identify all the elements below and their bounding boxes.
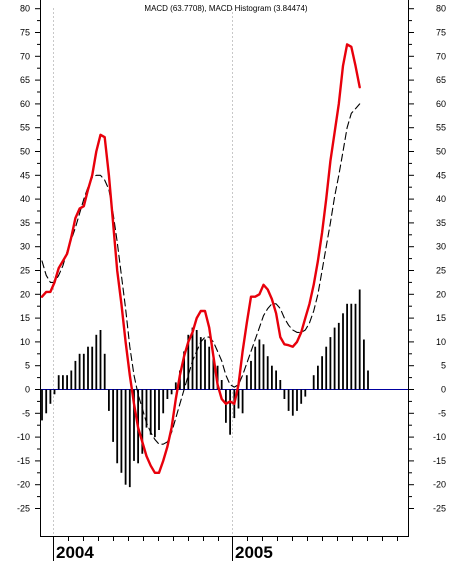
y-tick-label-left: 75: [20, 28, 30, 38]
y-tick-label-left: 15: [20, 313, 30, 323]
y-tick-label-right: 35: [436, 218, 446, 228]
macd-line: [40, 43, 361, 474]
y-tick-label-right: 30: [436, 242, 446, 252]
histogram-bars: [41, 289, 369, 488]
y-axis-left: 80757065605550454035302520151050-5-10-15…: [17, 4, 40, 514]
y-tick-label-right: 10: [436, 337, 446, 347]
y-tick-label-left: 70: [20, 51, 30, 61]
y-tick-label-right: 60: [436, 99, 446, 109]
y-tick-label-right: 55: [436, 123, 446, 133]
y-tick-label-right: 80: [436, 4, 446, 14]
y-tick-label-left: 65: [20, 75, 30, 85]
y-tick-label-left: 50: [20, 147, 30, 157]
y-tick-label-right: 50: [436, 147, 446, 157]
y-tick-label-left: 80: [20, 4, 30, 14]
y-tick-label-left: 30: [20, 242, 30, 252]
y-tick-label-left: -5: [22, 408, 30, 418]
y-tick-label-right: 15: [436, 313, 446, 323]
y-tick-label-left: -25: [17, 504, 30, 514]
y-tick-label-left: 55: [20, 123, 30, 133]
y-tick-label-right: -10: [433, 432, 446, 442]
y-tick-label-right: 70: [436, 51, 446, 61]
y-tick-label-left: -15: [17, 456, 30, 466]
y-tick-label-left: 35: [20, 218, 30, 228]
y-tick-label-left: 40: [20, 194, 30, 204]
y-tick-label-right: 20: [436, 289, 446, 299]
y-tick-label-right: 75: [436, 28, 446, 38]
y-tick-label-right: 40: [436, 194, 446, 204]
y-tick-label-left: 45: [20, 170, 30, 180]
y-tick-label-right: -5: [438, 408, 446, 418]
y-tick-label-left: 10: [20, 337, 30, 347]
y-tick-label-left: 25: [20, 266, 30, 276]
y-axis-right: 80757065605550454035302520151050-5-10-15…: [409, 4, 446, 514]
y-tick-label-right: -25: [433, 504, 446, 514]
y-tick-label-right: 5: [441, 361, 446, 371]
chart-title: MACD (63.7708), MACD Histogram (3.84474): [144, 4, 308, 13]
y-tick-label-left: 0: [25, 385, 30, 395]
y-tick-label-left: 60: [20, 99, 30, 109]
signal-line: [41, 103, 361, 445]
series-lines: [40, 43, 361, 474]
y-tick-label-right: 65: [436, 75, 446, 85]
y-tick-label-right: 0: [441, 385, 446, 395]
y-tick-label-left: 20: [20, 289, 30, 299]
y-tick-label-right: -15: [433, 456, 446, 466]
y-tick-label-left: -20: [17, 480, 30, 490]
y-tick-label-right: 25: [436, 266, 446, 276]
y-tick-label-left: 5: [25, 361, 30, 371]
y-tick-label-right: 45: [436, 170, 446, 180]
y-tick-label-right: -20: [433, 480, 446, 490]
x-label-2004: 2004: [56, 543, 94, 561]
x-label-2005: 2005: [235, 543, 273, 561]
y-tick-label-left: -10: [17, 432, 30, 442]
